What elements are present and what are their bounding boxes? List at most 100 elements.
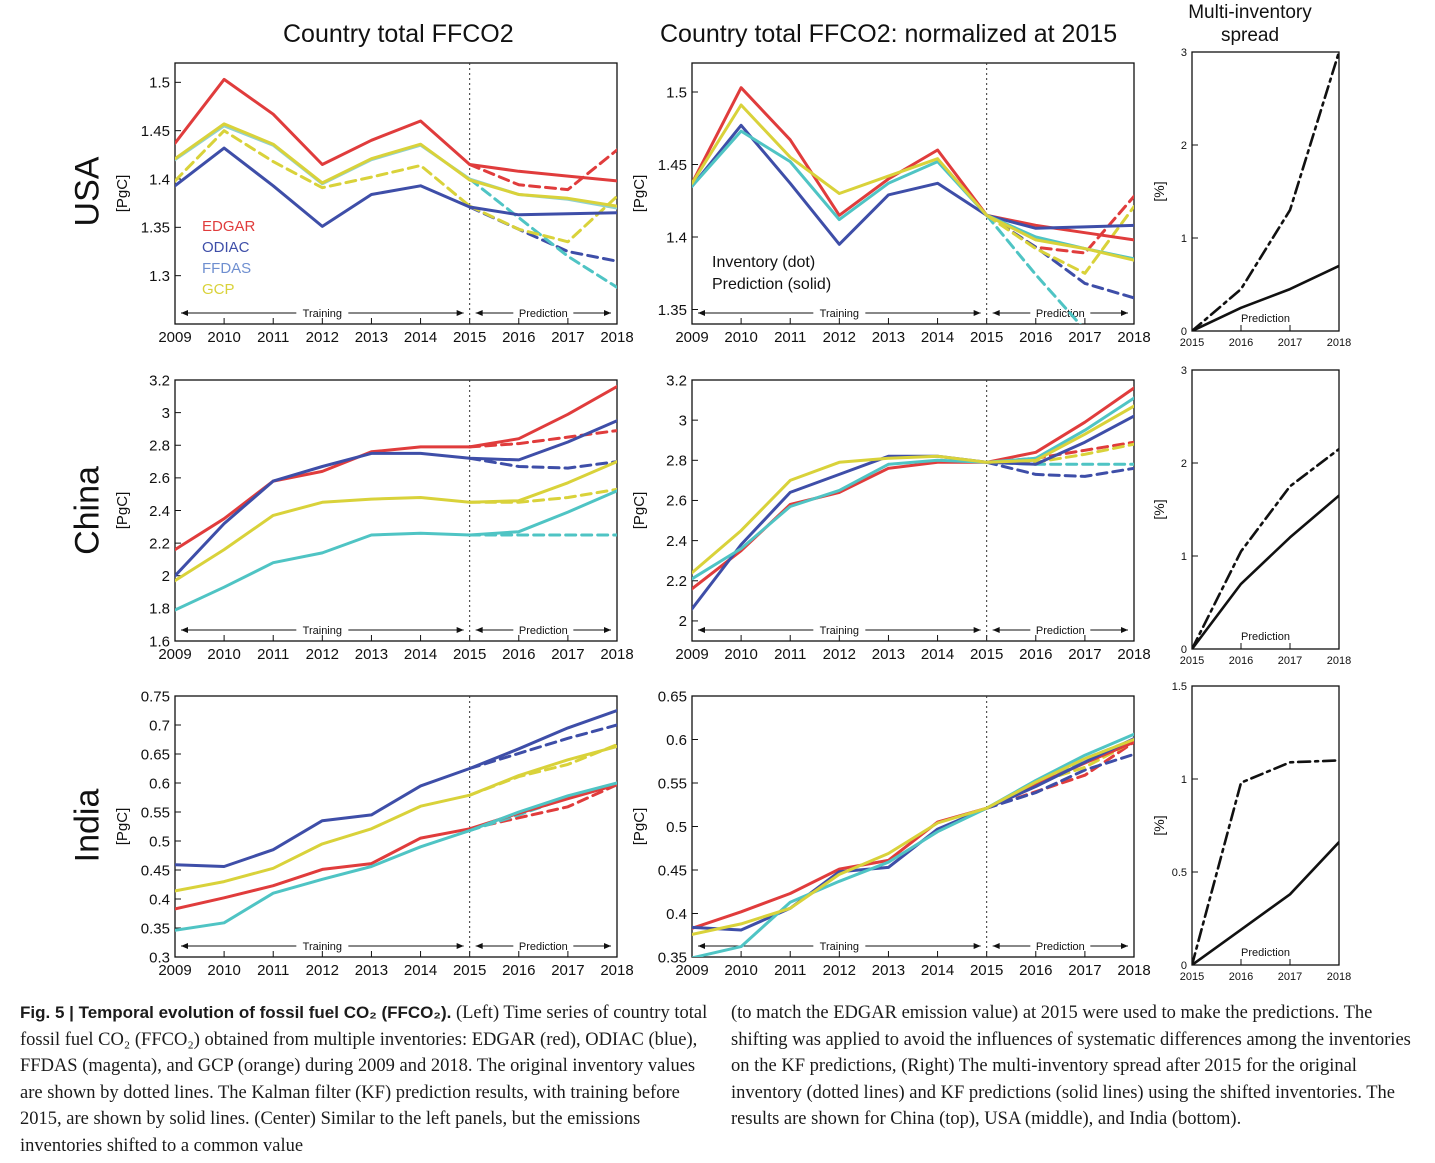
solid-series-1 bbox=[692, 123, 1134, 246]
x-tick-label: 2015 bbox=[970, 646, 1003, 663]
solid-series-2 bbox=[692, 396, 1134, 581]
solid-series-2 bbox=[692, 732, 1134, 957]
arrowhead bbox=[973, 310, 981, 316]
right-title-line-2: spread bbox=[1220, 25, 1280, 46]
x-tick-label: 2012 bbox=[306, 962, 339, 979]
training-label: Training bbox=[303, 308, 342, 320]
x-tick-label: 2014 bbox=[921, 646, 954, 663]
x-tick-label: 2017 bbox=[551, 329, 584, 346]
solid-series-0 bbox=[175, 77, 617, 183]
series-group bbox=[175, 385, 617, 612]
x-tick-label: 2016 bbox=[1229, 337, 1253, 349]
solid-series-3 bbox=[175, 460, 617, 583]
x-tick-label: 2012 bbox=[306, 329, 339, 346]
y-tick-label: 2 bbox=[1181, 458, 1187, 470]
y-tick-label: 0.35 bbox=[141, 920, 170, 937]
plot-frame bbox=[691, 379, 1135, 642]
x-tick-label: 2013 bbox=[872, 646, 905, 663]
y-tick-label: 0.55 bbox=[658, 775, 687, 792]
y-tick-label: 2.6 bbox=[666, 493, 687, 510]
arrowhead bbox=[973, 627, 981, 633]
y-axis-label: [PgC] bbox=[631, 175, 648, 213]
y-axis-label: [PgC] bbox=[114, 808, 131, 846]
x-tick-label: 2018 bbox=[1327, 655, 1351, 667]
x-tick-label: 2013 bbox=[872, 962, 905, 979]
series-group bbox=[175, 77, 617, 289]
x-tick-label: 2018 bbox=[1117, 962, 1150, 979]
y-tick-label: 1.8 bbox=[149, 601, 170, 618]
y-tick-label: 0.35 bbox=[658, 949, 687, 966]
plot-frame bbox=[174, 62, 618, 325]
x-tick-label: 2016 bbox=[1019, 646, 1052, 663]
series-group bbox=[1192, 447, 1339, 649]
y-tick-label: 1 bbox=[1181, 774, 1187, 786]
y-tick-label: 3.2 bbox=[149, 372, 170, 389]
prediction-label: Prediction bbox=[1241, 631, 1290, 643]
y-tick-label: 0.3 bbox=[149, 949, 170, 966]
prediction-label: Prediction bbox=[1036, 625, 1085, 637]
panel-china-spread: 0 1 2 3 2015 2016 2017 2018 [%] Prediction bbox=[1151, 365, 1351, 667]
x-tick-label: 2018 bbox=[1117, 646, 1150, 663]
y-axis-label: [%] bbox=[1151, 181, 1167, 201]
y-tick-label: 3 bbox=[1181, 47, 1187, 59]
x-tick-label: 2018 bbox=[600, 646, 633, 663]
x-tick-label: 2017 bbox=[1278, 655, 1302, 667]
x-tick-label: 2010 bbox=[207, 646, 240, 663]
x-tick-label: 2011 bbox=[774, 962, 806, 979]
x-tick-label: 2018 bbox=[1327, 971, 1351, 983]
dashed-series-1 bbox=[985, 460, 1134, 478]
caption-left: Fig. 5 | Temporal evolution of fossil fu… bbox=[20, 1000, 710, 1159]
y-tick-label: 0.45 bbox=[141, 862, 170, 879]
arrowhead bbox=[973, 943, 981, 949]
x-tick-label: 2012 bbox=[823, 962, 856, 979]
training-label: Training bbox=[820, 308, 859, 320]
panel-china-total: 1.6 1.8 2 2.2 2.4 2.6 2.8 3 3.2 2009 2010 2011 2012 2… bbox=[114, 372, 634, 663]
dashed-series-1 bbox=[985, 213, 1134, 300]
y-tick-label: 2 bbox=[679, 613, 687, 630]
panel-usa-total: 1.3 1.35 1.4 1.45 1.5 2009 2010 2011 2012 2013 201… bbox=[114, 62, 634, 346]
x-tick-label: 2009 bbox=[675, 646, 708, 663]
plot-frame bbox=[1191, 51, 1340, 332]
y-tick-label: 0.4 bbox=[666, 906, 687, 923]
x-tick-label: 2010 bbox=[724, 329, 757, 346]
x-tick-label: 2012 bbox=[823, 329, 856, 346]
y-tick-label: 1.5 bbox=[666, 84, 687, 101]
x-tick-label: 2009 bbox=[158, 646, 191, 663]
y-tick-label: 1.45 bbox=[658, 157, 687, 174]
y-axis-label: [PgC] bbox=[114, 492, 131, 530]
x-tick-label: 2014 bbox=[404, 962, 437, 979]
x-tick-label: 2013 bbox=[355, 646, 388, 663]
x-tick-label: 2015 bbox=[453, 646, 486, 663]
caption-right-text: (to match the EDGAR emission value) at 2… bbox=[731, 1003, 1411, 1129]
y-tick-label: 1.4 bbox=[666, 229, 687, 246]
arrowhead bbox=[604, 310, 611, 316]
dashed-series-3 bbox=[468, 177, 617, 289]
y-tick-label: 2.8 bbox=[149, 438, 170, 455]
training-label: Training bbox=[820, 625, 859, 637]
x-tick-label: 2017 bbox=[1068, 962, 1101, 979]
y-tick-label: 2.6 bbox=[149, 470, 170, 487]
dashed-series-1 bbox=[468, 456, 617, 470]
y-tick-label: 1.35 bbox=[141, 220, 170, 237]
arrowhead bbox=[698, 310, 705, 316]
arrowhead bbox=[456, 943, 464, 949]
dashed-series-3 bbox=[985, 205, 1134, 275]
legend-entry-gcp: GCP bbox=[202, 281, 235, 298]
prediction-label: Prediction bbox=[1241, 947, 1290, 959]
y-tick-label: 0.65 bbox=[658, 688, 687, 705]
x-tick-label: 2011 bbox=[257, 646, 289, 663]
arrowhead bbox=[475, 310, 483, 316]
solid-series-2 bbox=[692, 129, 1134, 261]
dashed-series-4 bbox=[468, 194, 617, 244]
arrowhead bbox=[181, 627, 188, 633]
y-axis-label: [PgC] bbox=[631, 808, 648, 846]
prediction-label: Prediction bbox=[1241, 313, 1290, 325]
y-tick-label: 0.5 bbox=[1172, 867, 1187, 879]
x-tick-label: 2017 bbox=[1278, 971, 1302, 983]
solid-series-2 bbox=[175, 781, 617, 932]
x-tick-label: 2018 bbox=[1117, 329, 1150, 346]
training-label: Training bbox=[820, 941, 859, 953]
x-tick-label: 2015 bbox=[970, 329, 1003, 346]
solid-series-0 bbox=[1192, 840, 1339, 965]
